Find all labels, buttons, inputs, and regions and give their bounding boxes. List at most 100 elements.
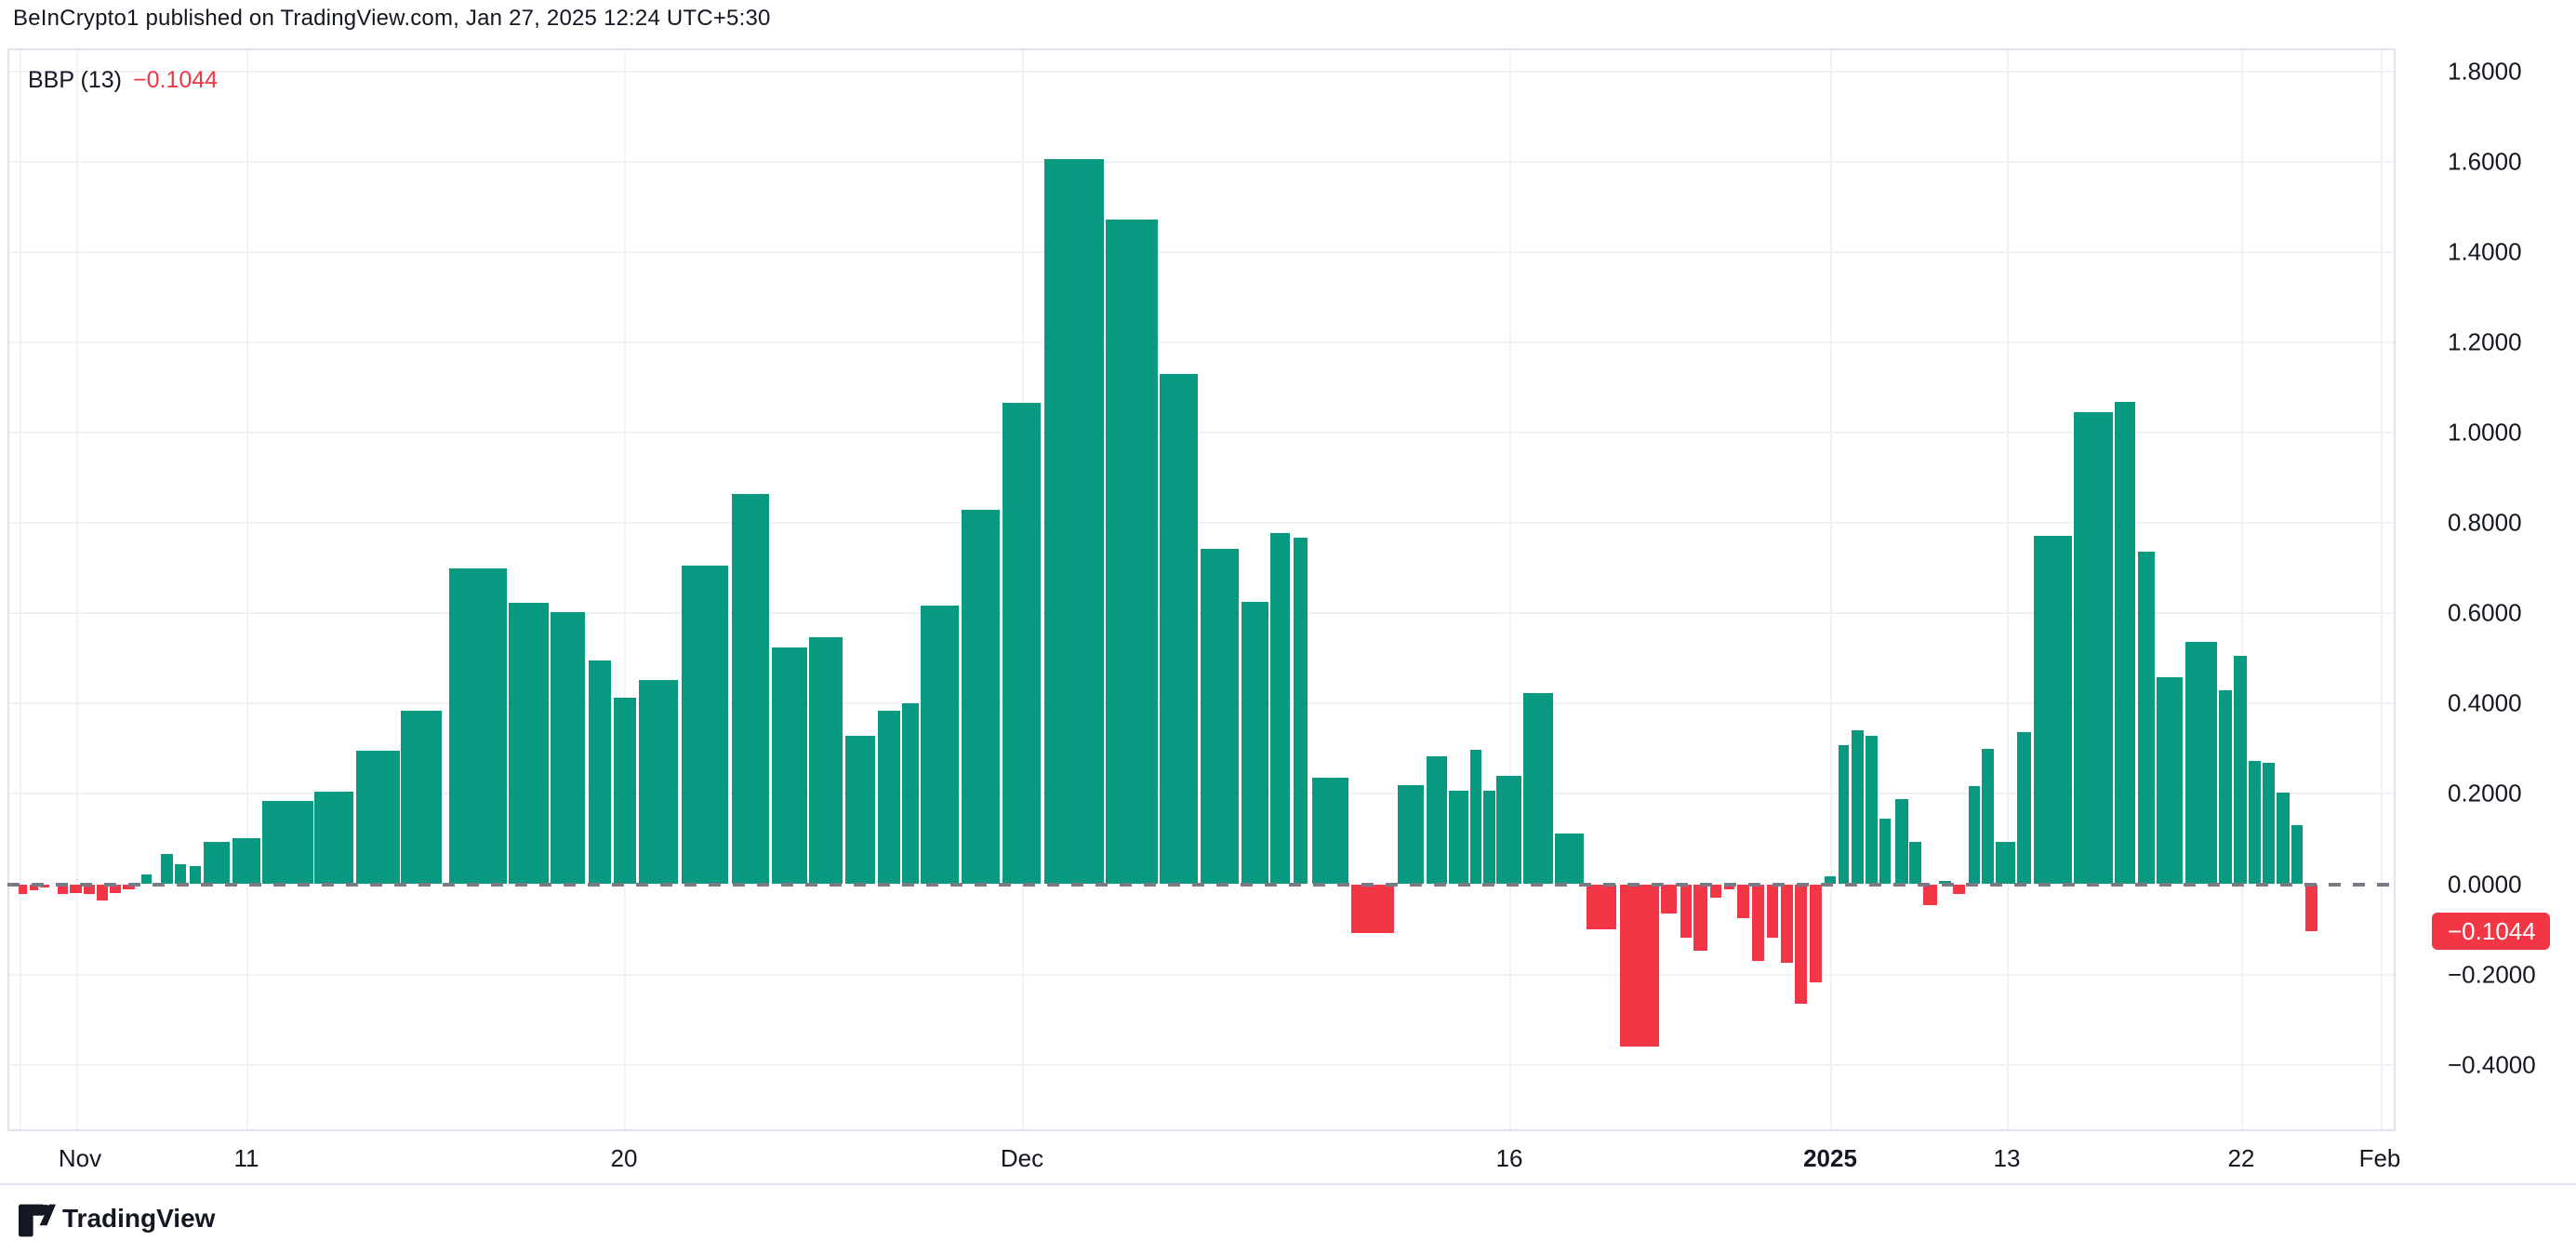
histogram-bar xyxy=(1270,532,1290,885)
histogram-bar xyxy=(1201,549,1239,885)
histogram-bar xyxy=(772,647,807,885)
price-axis-label: 0.0000 xyxy=(2448,870,2522,898)
histogram-bar xyxy=(30,884,38,891)
left-border xyxy=(7,48,9,1131)
horizontal-gridline xyxy=(7,1063,2396,1066)
histogram-bar xyxy=(19,884,27,895)
histogram-bar xyxy=(401,710,442,885)
price-axis-label: −0.4000 xyxy=(2448,1050,2536,1079)
histogram-bar xyxy=(2305,884,2317,932)
vertical-gridline xyxy=(2007,48,2009,1131)
histogram-bar xyxy=(1523,693,1553,885)
price-axis-label: 0.6000 xyxy=(2448,598,2522,627)
histogram-bar xyxy=(1449,791,1468,885)
histogram-bar xyxy=(1795,884,1807,1004)
indicator-value: −0.1044 xyxy=(132,67,219,93)
histogram-bar xyxy=(809,637,843,885)
histogram-bar xyxy=(1044,158,1104,885)
time-axis-label-13: 13 xyxy=(1993,1144,2021,1172)
histogram-bar xyxy=(589,660,611,885)
vertical-gridline xyxy=(246,48,248,1131)
histogram-bar xyxy=(1398,784,1424,885)
price-axis-label: −0.2000 xyxy=(2448,960,2536,989)
indicator-name[interactable]: BBP (13) xyxy=(28,67,122,93)
histogram-bar xyxy=(614,697,636,885)
histogram-bar xyxy=(1496,776,1521,885)
time-axis-label-20: 20 xyxy=(610,1144,638,1172)
time-axis-label-2025: 2025 xyxy=(1803,1144,1857,1172)
histogram-bar xyxy=(1909,841,1921,885)
histogram-bar xyxy=(2219,689,2232,885)
publish-title: BeInCrypto1 published on TradingView.com… xyxy=(13,6,771,31)
horizontal-gridline xyxy=(7,160,2396,163)
histogram-bar xyxy=(190,865,201,885)
vertical-gridline xyxy=(624,48,626,1131)
histogram-bar xyxy=(1969,786,1980,885)
vertical-gridline xyxy=(2241,48,2243,1131)
last-value-badge: −0.1044 xyxy=(2432,913,2550,951)
histogram-bar xyxy=(1693,884,1707,952)
horizontal-gridline xyxy=(7,250,2396,253)
histogram-bar xyxy=(356,750,400,885)
price-axis[interactable]: 1.8000 1.6000 1.4000 1.2000 1.0000 0.8000 0.60… xyxy=(2396,0,2576,1252)
price-axis-label: 0.4000 xyxy=(2448,688,2522,717)
chart-pane[interactable] xyxy=(7,48,2396,1131)
right-border xyxy=(2394,48,2396,1131)
price-axis-label: 1.6000 xyxy=(2448,147,2522,176)
histogram-bar xyxy=(1879,819,1891,885)
histogram-bar xyxy=(2185,642,2217,885)
histogram-bar xyxy=(1767,884,1778,939)
histogram-bar xyxy=(1737,884,1749,918)
histogram-bar xyxy=(161,853,173,885)
top-border xyxy=(7,48,2396,50)
histogram-bar xyxy=(2157,677,2183,885)
histogram-bar xyxy=(1555,833,1584,885)
price-axis-label: 1.8000 xyxy=(2448,57,2522,86)
histogram-bar xyxy=(97,884,108,900)
time-axis-label-22: 22 xyxy=(2227,1144,2255,1172)
time-axis[interactable]: Nov 11 20 Dec 16 2025 13 22 Feb xyxy=(0,1131,2576,1183)
histogram-bar xyxy=(1895,799,1908,885)
horizontal-gridline xyxy=(7,522,2396,525)
indicator-legend[interactable]: BBP (13) −0.1044 xyxy=(28,67,218,94)
histogram-bar xyxy=(2234,656,2247,885)
histogram-bar xyxy=(1003,403,1041,885)
horizontal-gridline xyxy=(7,340,2396,343)
zero-level-dashed-line xyxy=(7,882,2396,887)
histogram-bar xyxy=(732,493,769,885)
vertical-gridline xyxy=(1509,48,1511,1131)
histogram-bar xyxy=(262,800,313,885)
histogram-bar xyxy=(1982,748,1994,885)
histogram-bar xyxy=(2074,411,2113,885)
tradingview-wordmark[interactable]: TradingView xyxy=(62,1204,216,1233)
histogram-bar xyxy=(682,565,728,885)
histogram-bar xyxy=(1483,791,1495,885)
vertical-gridline xyxy=(1830,48,1832,1131)
tradingview-logo-icon[interactable] xyxy=(19,1203,56,1243)
histogram-bar xyxy=(551,612,585,885)
histogram-bar xyxy=(1312,778,1348,885)
footer-bar: TradingView xyxy=(0,1183,2576,1254)
histogram-bar xyxy=(1106,220,1158,885)
histogram-bar xyxy=(2034,536,2072,885)
histogram-bar xyxy=(639,680,678,885)
histogram-bar xyxy=(1427,756,1447,885)
histogram-bar xyxy=(1810,884,1822,982)
histogram-bar xyxy=(123,884,135,890)
histogram-bar xyxy=(2263,763,2275,885)
histogram-bar xyxy=(2115,401,2135,885)
histogram-bar xyxy=(962,510,1000,885)
histogram-bar xyxy=(1839,745,1849,885)
histogram-bar xyxy=(1470,750,1481,885)
histogram-bar xyxy=(204,841,230,885)
histogram-bar xyxy=(1866,735,1878,885)
histogram-bar xyxy=(1587,884,1616,929)
histogram-bar xyxy=(314,791,353,885)
vertical-gridline xyxy=(2381,48,2383,1131)
time-axis-label-11: 11 xyxy=(233,1144,259,1172)
histogram-bar xyxy=(1923,884,1937,905)
histogram-bar xyxy=(58,884,68,895)
histogram-bar xyxy=(878,711,900,885)
histogram-bar xyxy=(1351,884,1394,933)
